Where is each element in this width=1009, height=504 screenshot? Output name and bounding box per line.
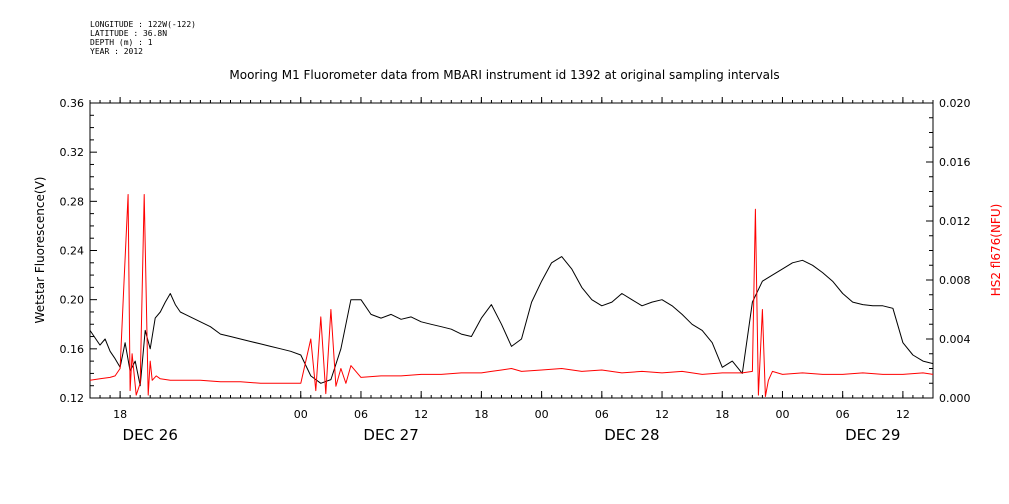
x-tick-label: 12 <box>414 408 428 421</box>
x-tick-label: 00 <box>294 408 308 421</box>
x-day-label: DEC 27 <box>363 426 418 444</box>
x-tick-label: 18 <box>113 408 127 421</box>
x-tick-label: 00 <box>775 408 789 421</box>
y-left-tick-label: 0.12 <box>60 392 85 405</box>
x-tick-label: 18 <box>715 408 729 421</box>
y-left-tick-label: 0.36 <box>60 97 85 110</box>
metadata-block: LONGITUDE : 122W(-122) LATITUDE : 36.8N … <box>90 20 196 56</box>
x-tick-label: 00 <box>535 408 549 421</box>
longitude-label: LONGITUDE : 122W(-122) <box>90 20 196 29</box>
latitude-label: LATITUDE : 36.8N <box>90 29 168 38</box>
chart-title: Mooring M1 Fluorometer data from MBARI i… <box>229 68 780 82</box>
x-tick-label: 12 <box>655 408 669 421</box>
y-axis-label-left: Wetstar Fluorescence(V) <box>33 177 47 324</box>
y-left-tick-label: 0.24 <box>60 245 85 258</box>
x-tick-label: 18 <box>474 408 488 421</box>
y-left-tick-label: 0.32 <box>60 146 85 159</box>
x-tick-label: 06 <box>354 408 368 421</box>
x-day-label: DEC 29 <box>845 426 900 444</box>
year-label: YEAR : 2012 <box>90 47 143 56</box>
y-left-tick-label: 0.16 <box>60 343 85 356</box>
y-axis-label-right: HS2 fl676(NFU) <box>989 204 1003 297</box>
tick-layer <box>89 97 934 399</box>
series-line-right <box>89 194 934 397</box>
label-layer: 18 00 06 12 18 00 06 12 18 00 06 12 DEC 26 DEC 27 DEC … <box>60 97 971 444</box>
x-day-label: DEC 28 <box>604 426 659 444</box>
series-line-left <box>89 256 934 387</box>
y-right-tick-label: 0.020 <box>939 97 971 110</box>
y-left-tick-label: 0.20 <box>60 294 85 307</box>
x-tick-label: 12 <box>896 408 910 421</box>
y-right-tick-label: 0.016 <box>939 156 971 169</box>
y-left-tick-label: 0.28 <box>60 195 85 208</box>
y-right-tick-label: 0.008 <box>939 274 971 287</box>
depth-label: DEPTH (m) : 1 <box>90 38 153 47</box>
x-day-label: DEC 26 <box>123 426 178 444</box>
y-right-tick-label: 0.012 <box>939 215 971 228</box>
x-tick-label: 06 <box>836 408 850 421</box>
series-layer <box>89 194 934 397</box>
x-tick-label: 06 <box>595 408 609 421</box>
y-right-tick-label: 0.004 <box>939 333 971 346</box>
plot-frame <box>89 102 934 399</box>
y-right-tick-label: 0.000 <box>939 392 971 405</box>
